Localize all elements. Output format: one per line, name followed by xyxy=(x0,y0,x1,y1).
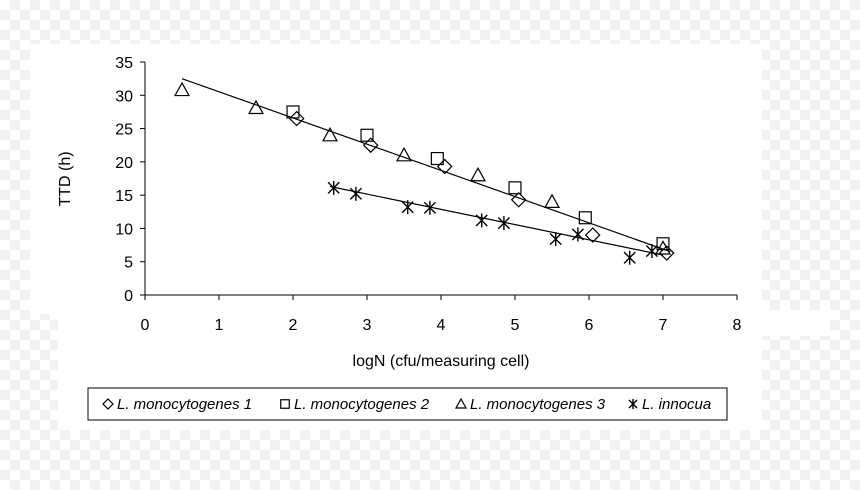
y-tick-label: 25 xyxy=(115,122,133,139)
trendline xyxy=(181,78,671,253)
x-tick-label: 6 xyxy=(585,317,594,334)
y-tick-label: 0 xyxy=(124,288,133,305)
data-point-triangle xyxy=(543,193,561,208)
legend-label: L. monocytogenes 3 xyxy=(470,396,606,413)
y-tick-label: 15 xyxy=(115,188,133,205)
legend-label: L. monocytogenes 2 xyxy=(294,396,430,413)
x-tick-label: 2 xyxy=(289,317,298,334)
data-point-triangle xyxy=(395,146,413,162)
plot-panel xyxy=(30,44,762,314)
y-tick-label: 10 xyxy=(115,221,133,238)
data-point-square xyxy=(286,105,300,119)
y-axis-title: TTD (h) xyxy=(57,151,74,206)
y-tick-label: 35 xyxy=(115,55,133,72)
data-point-star xyxy=(549,232,562,247)
data-point-star xyxy=(349,186,362,201)
data-point-star xyxy=(571,227,584,242)
data-point-triangle xyxy=(654,240,672,255)
legend-marker-square xyxy=(280,399,290,409)
data-point-diamond xyxy=(658,245,675,261)
data-point-diamond xyxy=(362,137,379,154)
legend: L. monocytogenes 1 L. monocytogenes 2 L. m… xyxy=(87,387,728,421)
legend-box xyxy=(87,387,728,421)
x-tick-label: 0 xyxy=(141,317,150,334)
y-tick-label: 30 xyxy=(115,88,133,105)
data-point-star xyxy=(475,213,488,228)
data-point-diamond xyxy=(584,227,601,243)
data-point-square xyxy=(430,151,444,166)
x-tick-label: 7 xyxy=(659,317,668,334)
data-point-square xyxy=(656,237,670,251)
x-tick-label: 4 xyxy=(437,317,446,334)
xaxis-panel xyxy=(58,310,830,336)
markers xyxy=(173,81,675,265)
x-axis-title: logN (cfu/measuring cell) xyxy=(353,353,530,370)
data-point-star xyxy=(497,216,510,231)
trendline xyxy=(329,185,664,256)
x-tick-label: 5 xyxy=(511,317,520,334)
data-point-triangle xyxy=(321,126,339,142)
tick-labels: 0 1 2 3 4 5 6 7 8 0 5 10 15 20 25 30 35 xyxy=(115,55,741,334)
legend-label: L. innocua xyxy=(642,396,711,413)
x-tick-label: 8 xyxy=(733,317,742,334)
data-point-square xyxy=(578,211,592,225)
data-point-diamond xyxy=(288,110,305,127)
data-point-square xyxy=(508,181,522,195)
y-tick-label: 20 xyxy=(115,155,133,172)
data-point-star xyxy=(623,250,636,265)
legend-marker-star xyxy=(628,399,638,409)
data-point-star xyxy=(401,200,414,215)
x-tick-label: 1 xyxy=(215,317,224,334)
data-point-star xyxy=(327,180,340,195)
data-point-triangle xyxy=(469,166,487,182)
axes xyxy=(140,61,738,300)
legend-marker-triangle xyxy=(454,397,468,409)
x-tick-label: 3 xyxy=(363,317,372,334)
trendlines xyxy=(181,78,671,256)
legend-marker-diamond xyxy=(102,398,114,410)
legend-label: L. monocytogenes 1 xyxy=(117,396,252,413)
data-point-triangle xyxy=(173,81,191,97)
data-point-square xyxy=(360,128,374,142)
data-point-star xyxy=(423,200,436,215)
data-point-triangle xyxy=(247,99,265,115)
data-point-diamond xyxy=(510,191,527,208)
y-tick-label: 5 xyxy=(124,255,133,272)
data-point-star xyxy=(645,244,658,259)
